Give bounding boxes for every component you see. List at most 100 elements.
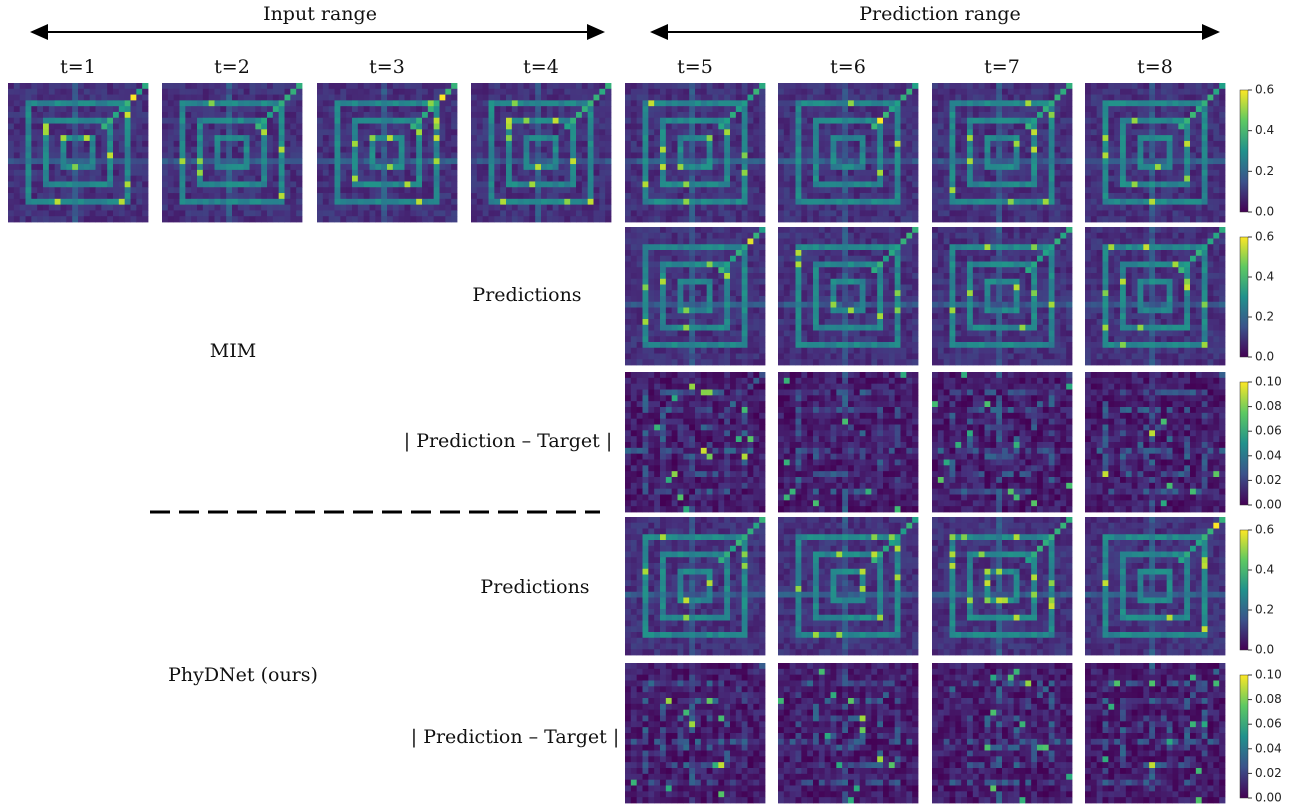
heatmap-cell — [375, 106, 382, 113]
heatmap-cell — [445, 111, 452, 119]
heatmap-cell — [72, 100, 79, 107]
heatmap-cell — [1042, 94, 1050, 101]
heatmap-cell — [1007, 123, 1015, 130]
heatmap-cell — [759, 175, 766, 182]
heatmap-cell — [1160, 100, 1168, 107]
heatmap-cell — [700, 117, 708, 124]
heatmap-cell — [1190, 152, 1197, 159]
heatmap-cell — [232, 135, 239, 142]
heatmap-cell — [124, 94, 131, 101]
heatmap-cell — [208, 100, 215, 107]
heatmap-cell — [888, 117, 896, 124]
heatmap-cell — [162, 193, 169, 200]
heatmap-cell — [741, 187, 748, 194]
heatmap-cell — [842, 181, 849, 188]
heatmap-cell — [955, 94, 962, 101]
heatmap-cell — [1190, 187, 1197, 194]
heatmap-cell — [724, 187, 731, 194]
heatmap-cell — [795, 152, 802, 159]
heatmap-cell — [1054, 187, 1061, 194]
heatmap-cell — [1160, 158, 1168, 165]
heatmap-cell — [1102, 210, 1109, 217]
heatmap-cell — [517, 210, 524, 217]
heatmap-cell — [552, 175, 559, 182]
heatmap-cell — [759, 232, 766, 239]
heatmap-cell — [296, 117, 303, 124]
heatmap-cell — [665, 111, 673, 119]
heatmap-cell — [753, 135, 760, 142]
heatmap-cell — [500, 94, 507, 101]
heatmap-cell — [648, 88, 655, 95]
heatmap-cell — [1025, 164, 1032, 171]
heatmap-cell — [317, 146, 324, 153]
heatmap-cell — [883, 117, 890, 124]
heatmap-cell — [1184, 123, 1191, 130]
heatmap-cell — [625, 244, 632, 251]
heatmap-cell — [735, 261, 743, 268]
heatmap-cell — [724, 198, 731, 206]
heatmap-cell — [1201, 152, 1208, 159]
heatmap-cell — [937, 123, 945, 130]
heatmap-cell — [422, 169, 429, 177]
heatmap-cell — [683, 175, 690, 182]
heatmap-cell — [636, 284, 643, 291]
heatmap-cell — [482, 204, 489, 211]
heatmap-cell — [990, 88, 997, 95]
heatmap-cell — [961, 175, 968, 182]
heatmap-cell — [630, 164, 638, 171]
heatmap-cell — [1219, 210, 1226, 217]
heatmap-cell — [706, 267, 713, 274]
heatmap-cell — [1002, 210, 1009, 217]
heatmap-cell — [943, 193, 950, 200]
heatmap-cell — [471, 111, 478, 119]
heatmap-cell — [955, 175, 962, 182]
heatmap-cell — [996, 181, 1003, 188]
heatmap-cell — [1131, 88, 1138, 95]
heatmap-cell — [523, 210, 530, 217]
heatmap-cell — [961, 140, 968, 148]
heatmap-cell — [546, 169, 554, 177]
heatmap-cell — [865, 216, 872, 223]
heatmap-cell — [747, 83, 754, 90]
heatmap-cell — [671, 278, 678, 285]
heatmap-cell — [677, 227, 684, 234]
heatmap-cell — [546, 158, 554, 165]
heatmap-cell — [593, 181, 600, 188]
heatmap-cell — [1037, 83, 1044, 90]
heatmap-cell — [48, 152, 56, 159]
heatmap-cell — [1125, 158, 1133, 165]
heatmap-cell — [1190, 135, 1197, 142]
heatmap-cell — [387, 129, 394, 136]
heatmap-cell — [741, 261, 748, 268]
heatmap-cell — [1002, 169, 1009, 177]
heatmap-cell — [410, 111, 417, 119]
heatmap-cell — [778, 88, 785, 95]
heatmap-cell — [932, 106, 939, 113]
heatmap-cell — [937, 158, 945, 165]
heatmap-cell — [648, 238, 655, 245]
heatmap-cell — [753, 169, 760, 177]
heatmap-cell — [605, 216, 612, 223]
heatmap-cell — [37, 146, 44, 153]
heatmap-cell — [741, 301, 748, 308]
heatmap-cell — [185, 175, 192, 182]
heatmap-cell — [529, 164, 536, 171]
heatmap-cell — [494, 216, 501, 223]
heatmap-cell — [648, 296, 655, 303]
heatmap-cell — [848, 210, 855, 217]
heatmap-cell — [636, 307, 643, 314]
heatmap-cell — [865, 187, 872, 194]
heatmap-cell — [581, 140, 589, 148]
heatmap-cell — [226, 135, 233, 142]
heatmap-cell — [1120, 100, 1127, 107]
heatmap-cell — [813, 152, 820, 159]
heatmap-cell — [654, 290, 661, 297]
heatmap-cell — [1019, 175, 1026, 182]
heatmap-cell — [83, 169, 91, 177]
heatmap-cell — [593, 204, 600, 211]
heatmap-cell — [677, 250, 684, 257]
heatmap-cell — [1085, 88, 1092, 95]
heatmap-cell — [593, 146, 600, 153]
heatmap-cell — [677, 290, 684, 297]
heatmap-cell — [700, 301, 708, 308]
